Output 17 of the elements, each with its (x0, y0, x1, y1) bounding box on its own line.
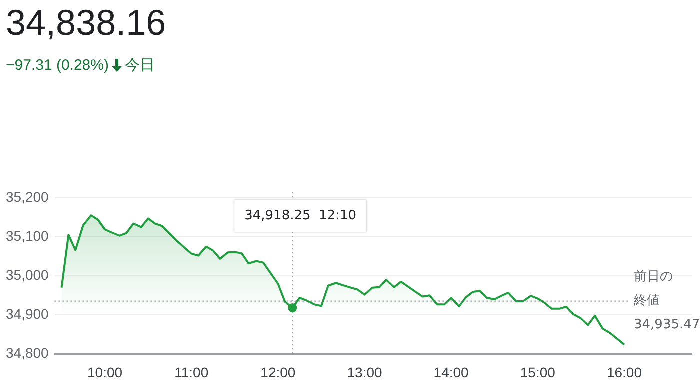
x-tick-label: 14:00 (434, 364, 470, 380)
x-tick-label: 12:00 (260, 364, 296, 380)
chart-subtitle: −97.31 (0.28%) 今日 (6, 56, 155, 75)
x-tick-label: 16:00 (606, 364, 642, 380)
y-tick-label: 35,100 (6, 228, 50, 244)
annotation: 34,918.25 12:10 (244, 208, 356, 224)
ref-line-label: 前日の終値 (633, 270, 673, 309)
x-tick-label: 11:00 (174, 364, 209, 380)
x-tick-label: 10:00 (88, 364, 123, 380)
x-tick-label: 13:00 (347, 364, 382, 380)
annotation: 34,935.47 (634, 318, 700, 333)
y-tick-label: 34,800 (6, 345, 50, 362)
x-tick-label: 15:00 (520, 364, 556, 380)
chart-title: 34,838.16 (6, 2, 166, 44)
y-tick-label: 35,200 (6, 188, 50, 205)
y-tick-label: 34,900 (6, 306, 50, 322)
y-tick-label: 35,000 (6, 266, 50, 283)
